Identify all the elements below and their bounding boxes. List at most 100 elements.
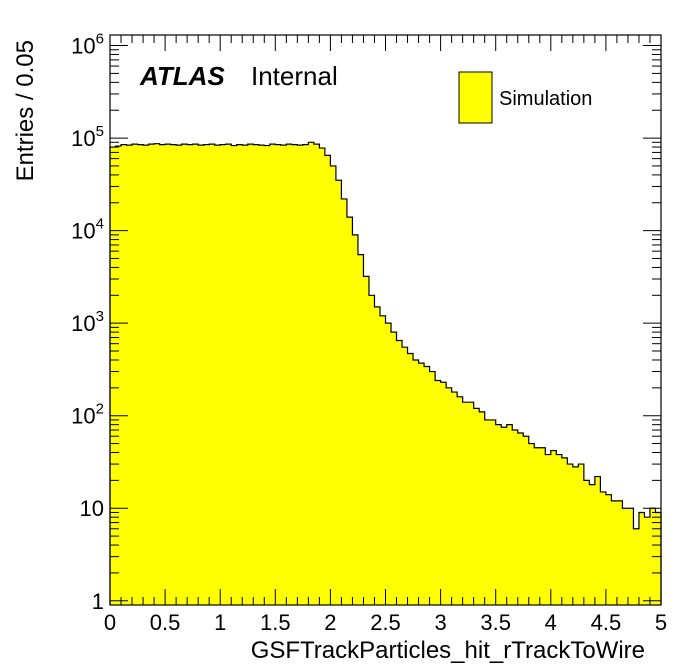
histogram-bin (115, 146, 122, 605)
histogram-bin (490, 419, 497, 605)
histogram-bin (368, 295, 376, 605)
histogram-bin (363, 276, 370, 605)
histogram-bin (275, 144, 282, 605)
y-tick-label: 104 (71, 216, 104, 244)
histogram-bin (605, 494, 613, 605)
histogram-bin (242, 145, 249, 605)
y-tick-label: 102 (71, 401, 104, 429)
histogram-bin (214, 145, 221, 605)
histogram-bin (286, 144, 293, 605)
histogram-bin (198, 145, 205, 605)
histogram-bin (446, 387, 453, 605)
x-axis-title: GSFTrackParticles_hit_rTrackToWire (251, 637, 645, 664)
histogram-bin (468, 402, 475, 605)
histogram-bin (501, 427, 508, 605)
histogram-bin (633, 528, 640, 605)
histogram-bin (253, 144, 260, 605)
histogram-bin (110, 147, 117, 605)
histogram-bin (346, 217, 354, 606)
histogram-bin (170, 144, 177, 605)
x-tick-label: 3 (434, 610, 446, 635)
histogram-bin (291, 144, 298, 605)
histogram-bin (578, 464, 585, 605)
histogram-bin (335, 180, 343, 605)
histogram-bin (589, 484, 596, 605)
histogram-bin (484, 419, 491, 605)
histogram-bin (495, 424, 502, 605)
x-tick-label: 4 (545, 610, 557, 635)
histogram-bin (137, 144, 144, 605)
histogram-bin (556, 454, 563, 605)
histogram-bin (572, 466, 579, 605)
histogram-bin (154, 143, 161, 605)
histogram-bin (451, 392, 458, 605)
histogram-bin (396, 340, 403, 605)
histogram-bin (165, 144, 172, 605)
legend: Simulation (458, 71, 592, 124)
x-tick-label: 4.5 (591, 610, 622, 635)
atlas-label: ATLAS (139, 61, 225, 91)
x-tick-label: 0.5 (150, 610, 181, 635)
histogram-bin (225, 144, 232, 605)
x-tick-label: 2 (324, 610, 336, 635)
legend-label-simulation: Simulation (499, 88, 592, 110)
histogram-bin (121, 144, 128, 605)
histogram-bin (313, 144, 320, 605)
histogram-bin (512, 430, 519, 605)
histogram-bin (473, 408, 480, 605)
histogram-bin (594, 476, 601, 605)
histogram-bin (143, 145, 150, 605)
histogram-bin (561, 457, 568, 605)
histogram-bin (374, 306, 381, 605)
x-tick-label: 0 (104, 610, 116, 635)
histogram-bin (159, 144, 166, 605)
histogram-bin (583, 480, 590, 605)
x-tick-label: 1 (214, 610, 226, 635)
x-tick-label: 2.5 (370, 610, 401, 635)
histogram-bin (280, 145, 287, 605)
histogram-bin (302, 144, 309, 605)
histogram-bin (209, 144, 216, 605)
histogram-bin (379, 315, 387, 605)
histogram-bin (655, 512, 662, 605)
histogram-bin (600, 491, 607, 605)
histogram-bin (269, 144, 276, 605)
histogram-bin (126, 145, 133, 605)
histogram-bin (308, 142, 315, 605)
histogram-bin (352, 234, 359, 605)
histogram-bin (539, 447, 546, 605)
histogram-bin (187, 144, 194, 605)
histogram-bin (402, 347, 409, 605)
histogram-bin (413, 359, 420, 605)
histogram-bin (418, 363, 425, 605)
histogram-bin (247, 144, 254, 605)
histogram-bin (616, 500, 624, 605)
histogram-bin (176, 145, 183, 605)
histogram-bin (638, 512, 646, 605)
x-tick-label: 5 (655, 610, 667, 635)
histogram-bin (324, 155, 331, 605)
y-tick-label: 1 (92, 589, 104, 614)
histogram-bin (357, 254, 365, 606)
histogram-bin (391, 332, 398, 605)
histogram-bin (258, 145, 265, 605)
histogram-bin (457, 396, 464, 605)
histogram-bin (567, 464, 574, 605)
histogram-bin (231, 145, 238, 605)
histogram-bin (429, 371, 436, 605)
ticks-layer: 0 0.5 1 1.5 2 2.5 3 3.5 4 4.5 5 1 10 102 103 104 105 106 (71, 31, 667, 635)
histogram-bin (236, 144, 243, 605)
histogram-bin (611, 500, 618, 605)
y-axis-title: Entries / 0.05 (12, 40, 39, 181)
histogram-bin (220, 144, 227, 605)
x-tick-label: 3.5 (480, 610, 511, 635)
y-tick-label: 105 (71, 123, 104, 151)
histogram-bin (528, 443, 535, 605)
internal-label: Internal (251, 61, 338, 91)
histogram-bin (440, 382, 447, 605)
histogram-bin (534, 447, 541, 605)
histogram-bin (627, 508, 635, 605)
histogram-bin (523, 436, 530, 605)
plot-layer (109, 141, 662, 606)
